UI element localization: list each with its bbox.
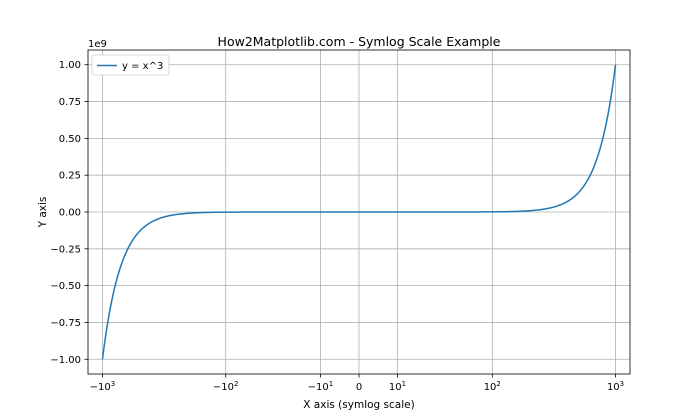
y-axis-label: Y axis [37,197,49,229]
chart-title: How2Matplotlib.com - Symlog Scale Exampl… [218,34,501,49]
y-tick-label: −1.00 [50,355,81,366]
x-tick-label: −101 [308,380,334,393]
y-tick-label: 1.00 [59,60,81,71]
y-tick-label: −0.25 [50,244,81,255]
y-tick-label: −0.75 [50,318,81,329]
y-tick-label: −0.50 [50,281,81,292]
y-tick-label: 0.75 [59,97,81,108]
y-tick-label: 0.50 [59,134,81,145]
x-axis-label: X axis (symlog scale) [303,399,414,411]
y-tick-label: 0.00 [59,208,81,219]
series-layer [101,64,617,360]
legend: y = x^3 [91,54,170,76]
x-tick-label: 101 [389,380,406,393]
x-tick-label: −102 [213,380,239,393]
y-offset-label: 1e9 [88,39,107,50]
x-tick-label: 0 [356,382,362,393]
y-tick-label: 0.25 [59,171,81,182]
x-tick-label: 103 [607,380,624,393]
legend-frame [91,54,170,76]
plot-frame [87,49,631,375]
legend-entry-label: y = x^3 [122,61,163,72]
x-tick-label: −103 [90,380,116,393]
tick-layer: −103 −102 −101 0 101 102 103 1.00 0.75 0.50 0.25 0.… [50,60,624,393]
series-line-y-x-cubed [101,64,617,360]
x-tick-label: 102 [484,380,501,393]
